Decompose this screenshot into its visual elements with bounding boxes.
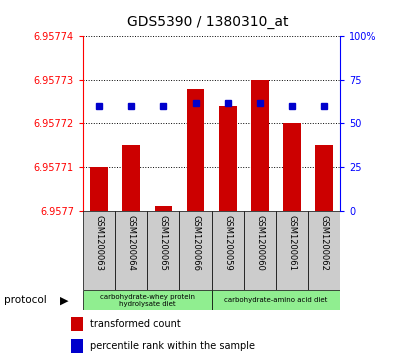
Bar xyxy=(71,339,83,353)
Bar xyxy=(83,211,115,290)
Bar xyxy=(308,211,340,290)
Text: GSM1200060: GSM1200060 xyxy=(255,215,264,270)
Text: carbohydrate-whey protein
hydrolysate diet: carbohydrate-whey protein hydrolysate di… xyxy=(100,294,195,307)
Bar xyxy=(283,123,301,211)
Text: GSM1200059: GSM1200059 xyxy=(223,215,232,270)
Text: GSM1200063: GSM1200063 xyxy=(95,215,104,270)
Bar xyxy=(219,106,237,211)
Text: GDS5390 / 1380310_at: GDS5390 / 1380310_at xyxy=(127,15,288,29)
Bar xyxy=(212,211,244,290)
Text: transformed count: transformed count xyxy=(90,319,181,330)
Bar xyxy=(251,80,269,211)
Bar xyxy=(187,89,205,211)
Bar xyxy=(276,211,308,290)
Text: carbohydrate-amino acid diet: carbohydrate-amino acid diet xyxy=(224,297,328,303)
Bar xyxy=(83,290,212,310)
Bar xyxy=(315,145,333,211)
Text: GSM1200064: GSM1200064 xyxy=(127,215,136,270)
Text: GSM1200062: GSM1200062 xyxy=(320,215,329,270)
Text: GSM1200066: GSM1200066 xyxy=(191,215,200,270)
Bar xyxy=(90,167,108,211)
Text: protocol: protocol xyxy=(4,295,47,305)
Bar xyxy=(212,290,340,310)
Bar xyxy=(115,211,147,290)
Bar xyxy=(122,145,140,211)
Bar xyxy=(147,211,179,290)
Bar xyxy=(71,318,83,331)
Bar xyxy=(154,206,172,211)
Text: GSM1200065: GSM1200065 xyxy=(159,215,168,270)
Text: ▶: ▶ xyxy=(60,295,68,305)
Text: GSM1200061: GSM1200061 xyxy=(288,215,297,270)
Bar xyxy=(244,211,276,290)
Text: percentile rank within the sample: percentile rank within the sample xyxy=(90,341,255,351)
Bar xyxy=(179,211,212,290)
